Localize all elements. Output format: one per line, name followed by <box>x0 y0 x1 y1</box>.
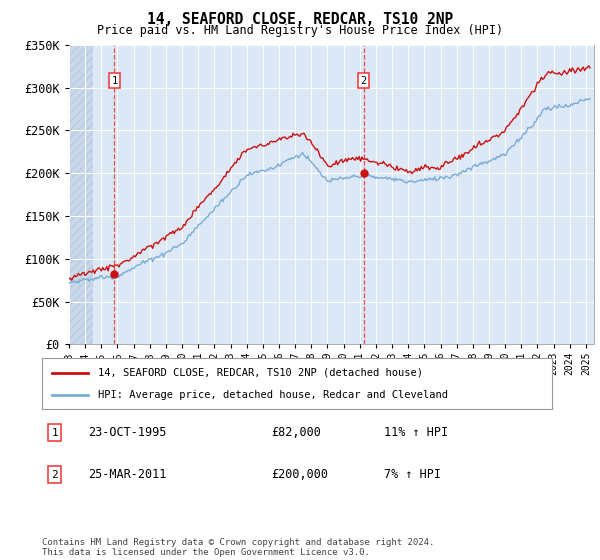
Text: 11% ↑ HPI: 11% ↑ HPI <box>384 426 448 439</box>
Text: £200,000: £200,000 <box>271 468 329 481</box>
Text: Contains HM Land Registry data © Crown copyright and database right 2024.
This d: Contains HM Land Registry data © Crown c… <box>42 538 434 557</box>
Bar <box>69 45 93 344</box>
Text: £82,000: £82,000 <box>271 426 322 439</box>
Text: 1: 1 <box>111 76 118 86</box>
Text: 2: 2 <box>52 470 58 479</box>
Text: 2: 2 <box>361 76 367 86</box>
Text: 14, SEAFORD CLOSE, REDCAR, TS10 2NP (detached house): 14, SEAFORD CLOSE, REDCAR, TS10 2NP (det… <box>98 367 423 377</box>
Text: 7% ↑ HPI: 7% ↑ HPI <box>384 468 441 481</box>
Text: 14, SEAFORD CLOSE, REDCAR, TS10 2NP: 14, SEAFORD CLOSE, REDCAR, TS10 2NP <box>147 12 453 27</box>
Text: 1: 1 <box>52 428 58 437</box>
Text: 25-MAR-2011: 25-MAR-2011 <box>88 468 166 481</box>
Text: HPI: Average price, detached house, Redcar and Cleveland: HPI: Average price, detached house, Redc… <box>98 390 448 400</box>
Text: Price paid vs. HM Land Registry's House Price Index (HPI): Price paid vs. HM Land Registry's House … <box>97 24 503 37</box>
Text: 23-OCT-1995: 23-OCT-1995 <box>88 426 166 439</box>
